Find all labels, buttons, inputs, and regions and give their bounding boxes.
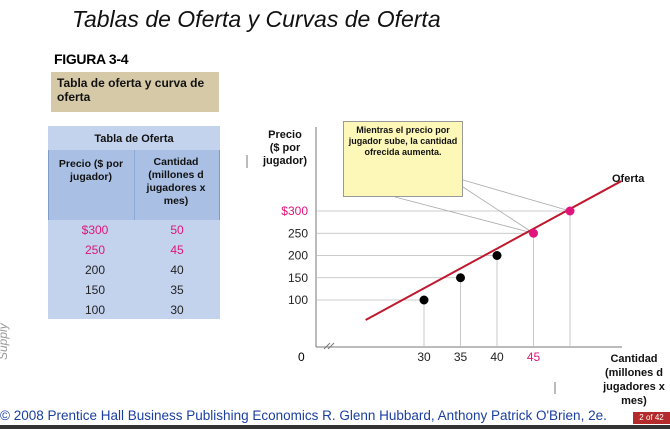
- table-cell-price: 100: [84, 303, 106, 317]
- axis-break: [323, 342, 331, 350]
- callout-note: Mientras el precio por jugador sube, la …: [343, 121, 463, 197]
- slide-title: Tablas de Oferta y Curvas de Oferta: [72, 6, 441, 32]
- callout-pointer: [462, 186, 534, 234]
- supply-points: [419, 206, 575, 305]
- callout-pointer: [394, 196, 534, 234]
- x-tick-label: 45: [527, 350, 541, 364]
- table-header-divider: [134, 150, 135, 220]
- table-body: [48, 220, 220, 319]
- table-cell-qty: 35: [170, 283, 184, 297]
- data-point: [419, 295, 429, 305]
- data-point: [529, 228, 538, 238]
- x-axis-label: Cantidad (millones d jugadores x mes): [603, 353, 665, 407]
- series-label-oferta: Oferta: [612, 173, 645, 185]
- supply-curve: [365, 180, 622, 321]
- callout-pointer: [462, 179, 571, 212]
- x-tick-label: 30: [417, 350, 431, 364]
- footer-copyright: © 2008 Prentice Hall Business Publishing…: [0, 408, 607, 423]
- table-cell-qty: 30: [170, 303, 184, 317]
- y-tick-label: 100: [288, 293, 308, 307]
- table-cell-qty: 40: [170, 263, 184, 277]
- side-label: Supply: [0, 323, 10, 360]
- data-point: [565, 206, 575, 216]
- table-cell-qty: 45: [170, 243, 184, 257]
- data-point: [456, 273, 465, 283]
- data-point: [492, 251, 502, 260]
- table-cell-price: 200: [84, 263, 106, 277]
- table-title-bar: [48, 126, 220, 150]
- chart-frame: [246, 127, 622, 394]
- table-col-price: Precio ($ por jugador): [58, 158, 124, 183]
- table-cell-price: $300: [81, 223, 109, 237]
- origin-label: 0: [298, 350, 305, 364]
- y-tick-label: 200: [288, 249, 308, 263]
- y-axis-label: Precio ($ por jugador): [263, 129, 307, 167]
- x-tick-label: 40: [490, 350, 504, 364]
- figure-caption: Tabla de oferta y curva de oferta: [57, 76, 205, 104]
- axis-break: [327, 342, 335, 350]
- y-tick-label: 150: [288, 271, 308, 285]
- y-tick-label: $300: [281, 204, 308, 218]
- table-title: Tabla de Oferta: [94, 133, 174, 145]
- figure-label: FIGURA 3-4: [54, 51, 129, 67]
- y-tick-label: 250: [288, 226, 308, 240]
- page-number: 2 of 42: [633, 412, 670, 424]
- table-cell-price: 150: [84, 283, 106, 297]
- caption-box: [51, 72, 219, 112]
- chart-ticks: 30 35 40 45 100 150 200 250 $300: [281, 204, 540, 364]
- x-tick-label: 35: [454, 350, 468, 364]
- table-cell-qty: 50: [170, 223, 184, 237]
- table-col-qty: Cantidad (millones d jugadores x mes): [146, 156, 206, 207]
- chart-guides: [316, 179, 571, 347]
- table-cell-price: 250: [84, 243, 106, 257]
- bottom-bar: [0, 425, 670, 429]
- supply-curve-line: [365, 180, 622, 321]
